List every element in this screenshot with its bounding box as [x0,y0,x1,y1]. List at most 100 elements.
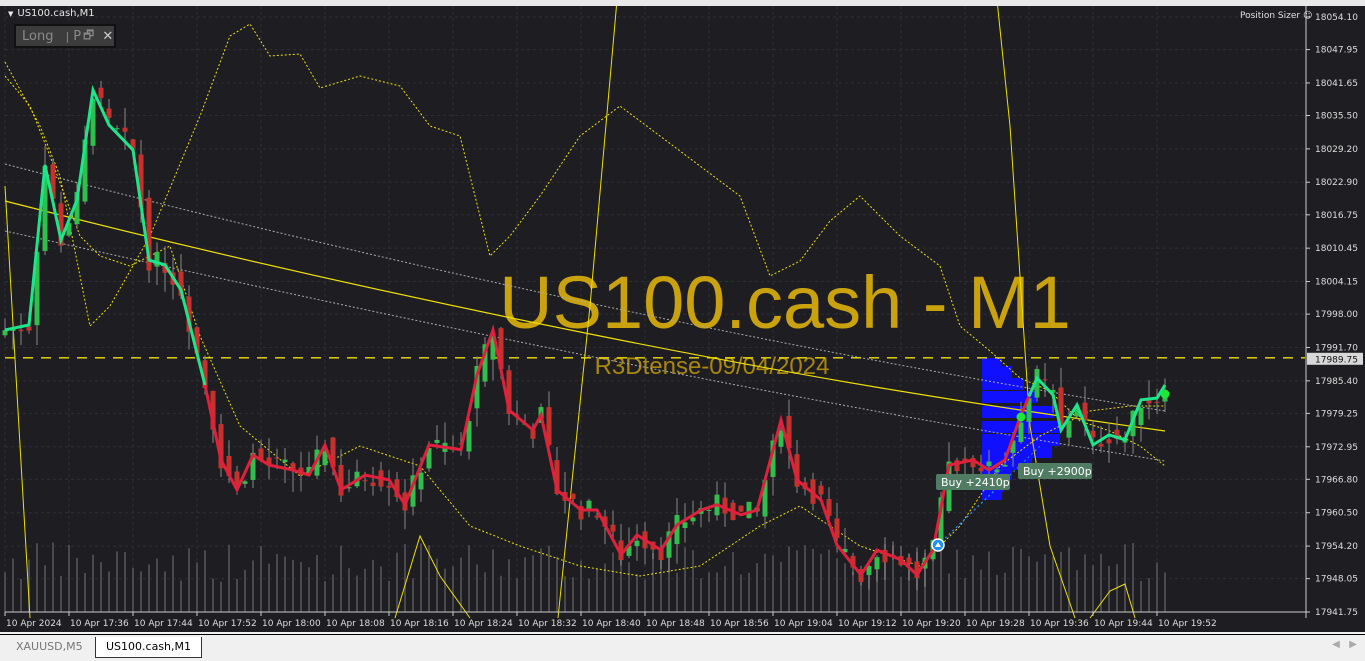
price-tick-label: 17966.80 [1315,475,1358,485]
volume-bar [348,568,350,612]
price-tick-label: 18029.20 [1315,145,1358,155]
volume-bar [436,558,438,612]
bear-candle [530,429,536,439]
close-icon[interactable]: ✕ [102,28,114,44]
bear-candle [1042,379,1048,381]
dropdown-triangle-icon[interactable]: ▼ [8,10,14,18]
price-tick-label: 17972.95 [1315,443,1358,453]
chart-window[interactable]: US100.cash - M1 R3Dtense-09/04/2024 Buy … [0,6,1365,632]
bear-candle [594,515,600,518]
restore-icon[interactable]: 🗗 [83,27,95,42]
time-tick-label: 10 Apr 18:08 [326,619,385,629]
volume-profile-row [982,391,1037,403]
trade-label[interactable]: Buy +2410p [941,476,1010,489]
bear-candle [1154,401,1160,403]
chart-title[interactable]: ▼ US100.cash,M1 [8,8,95,19]
bear-candle [554,460,560,494]
volume-profile-row [982,378,1024,390]
volume-bar [404,544,406,612]
price-tick-label: 17948.05 [1315,575,1358,585]
trade-label[interactable]: Buy +2900p [1023,465,1092,478]
time-tick-label: 10 Apr 19:28 [966,619,1025,629]
bull-candle [42,166,48,252]
volume-bar [164,571,166,612]
bull-candle [1066,420,1072,438]
trend-segment-up [4,84,207,386]
tab-xauusd-m5[interactable]: XAUUSD,M5 [16,640,83,653]
bear-candle [658,547,664,561]
tab-scroll-arrows[interactable]: ◀ ▶ [1332,639,1357,650]
bear-candle [266,457,272,466]
bear-candle [58,203,64,246]
volume-bar [684,547,686,612]
bear-candle [906,557,912,565]
volume-bar [188,548,190,612]
bear-candle [722,497,728,514]
bull-candle [482,344,488,382]
volume-bar [948,573,950,612]
smiley-icon[interactable]: ☺ [1302,11,1313,21]
price-tick-label: 18016.75 [1315,211,1358,221]
indicator-lines [4,6,1166,619]
volume-bar [868,574,870,612]
volume-bar [980,569,982,612]
price-tick-label: 17985.40 [1315,377,1358,387]
volume-bar [444,568,446,612]
position-sizer[interactable]: Position Sizer ☺ [1240,11,1313,21]
bear-candle [850,555,856,568]
bear-candle [954,460,960,472]
volume-bar [132,567,134,612]
volume-bar [932,556,934,612]
bear-candle [570,493,576,499]
volume-bar [60,575,62,612]
volume-bar [1156,562,1158,612]
volume-bar [836,558,838,612]
bull-candle [874,557,880,570]
volume-bar [236,578,238,612]
bear-candle [186,296,192,332]
bull-candle [490,333,496,360]
bear-candle [394,479,400,497]
bull-candle [250,452,256,480]
volume-bar [412,578,414,612]
watermark-symbol: US100.cash - M1 [499,261,1071,344]
bull-candle [1002,464,1008,467]
tab-us100-m1[interactable]: US100.cash,M1 [95,637,203,658]
volume-bar [172,555,174,612]
volume-bar [548,545,550,612]
bear-candle [202,360,208,389]
upper-band [4,23,1166,467]
time-tick-label: 10 Apr 19:44 [1094,619,1153,629]
direction-label[interactable]: Long [22,28,54,44]
volume-bar [308,567,310,612]
volume-bar [964,578,966,612]
volume-bars [4,542,1166,612]
bear-candle [602,516,608,527]
volume-bar [260,546,262,612]
volume-bar [660,560,662,612]
price-tick-label: 17979.25 [1315,409,1358,419]
time-tick-label: 10 Apr 18:32 [518,619,577,629]
volume-bar [212,578,214,612]
time-tick-label: 10 Apr 19:12 [838,619,897,629]
bull-candle [842,548,848,553]
bull-candle [866,565,872,576]
volume-bar [244,569,246,612]
volume-bar [732,552,734,612]
volume-bar [180,580,182,612]
volume-bar [68,544,70,612]
price-chart[interactable]: US100.cash - M1 R3Dtense-09/04/2024 Buy … [0,6,1365,632]
bull-candle [474,366,480,409]
time-tick-label: 10 Apr 18:40 [582,619,641,629]
bull-candle [434,439,440,444]
panel-p-label[interactable]: P [73,28,82,44]
bull-candle [986,461,992,467]
bear-candle [26,326,32,331]
bull-candle [114,128,120,130]
volume-bar [652,553,654,612]
bear-candle [618,540,624,561]
trend-segment-up [1027,375,1167,448]
volume-bar [708,572,710,612]
signal-dot [1160,389,1170,399]
trade-panel[interactable]: Long | P 🗗 ✕ [14,24,116,48]
